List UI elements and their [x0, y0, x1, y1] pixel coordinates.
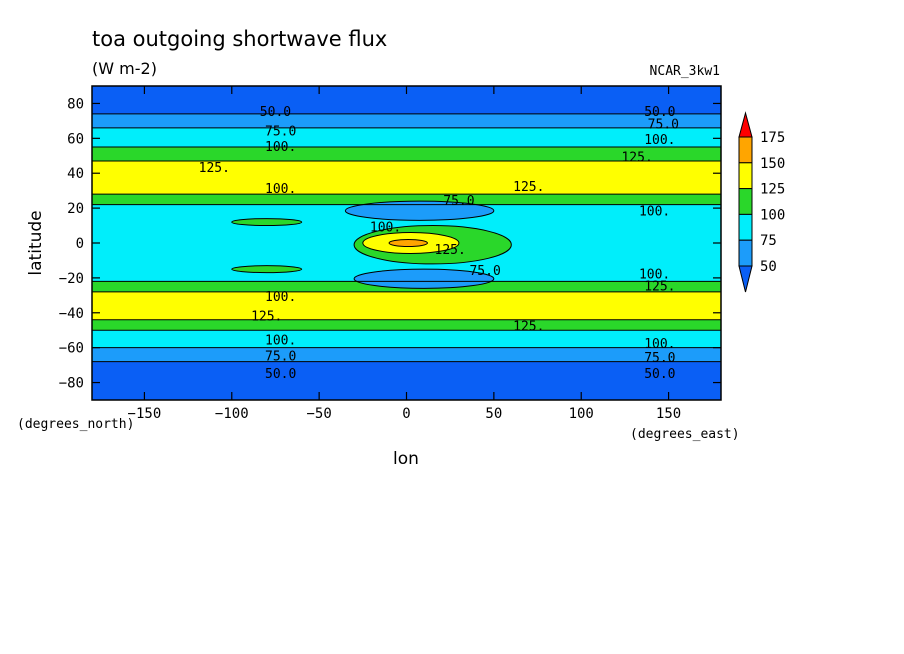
- colorbar-label: 125: [760, 182, 785, 198]
- y-tick-label: 0: [76, 236, 84, 252]
- contour-label: 100.: [370, 220, 401, 235]
- region-anomaly: [231, 265, 303, 274]
- contour-label: 100.: [265, 182, 296, 197]
- contour-label: 75.0: [265, 124, 296, 139]
- y-tick-label: −40: [59, 306, 84, 322]
- x-axis: −150 −100 −50 0 50 100 150: [128, 86, 681, 422]
- contour-label: 75.0: [265, 349, 296, 364]
- contour-label: 75.0: [648, 117, 679, 132]
- contour-label: 125.: [513, 320, 544, 335]
- contour-lines: [92, 85, 721, 363]
- y-axis: 80 60 40 20 0 −20 −40 −60 −80: [59, 96, 721, 392]
- region-anomaly: [344, 200, 495, 221]
- y-tick-label: 60: [67, 131, 84, 147]
- region-anomaly: [353, 268, 495, 289]
- chart-title: toa outgoing shortwave flux: [92, 27, 387, 51]
- contour-label: 75.0: [443, 194, 474, 209]
- x-tick-label: 100: [569, 406, 594, 422]
- contour-label: 125.: [251, 309, 282, 324]
- contour-label: 125.: [644, 280, 675, 295]
- colorbar: 50 75 100 125 150 175: [738, 111, 785, 293]
- contour-label: 75.0: [644, 351, 675, 366]
- y-units-label: (degrees_north): [17, 417, 134, 432]
- contour-label: 100.: [639, 205, 670, 220]
- contour-label: 75.0: [469, 264, 500, 279]
- contour-label: 50.0: [265, 367, 296, 382]
- x-tick-label: 50: [485, 406, 502, 422]
- x-tick-label: −150: [128, 406, 162, 422]
- contour-label: 125.: [199, 161, 230, 176]
- colorbar-top-arrow: [738, 111, 753, 138]
- contour-label: 100.: [644, 337, 675, 352]
- contour-label: 125.: [435, 243, 466, 258]
- zonal-band: [92, 147, 721, 162]
- zonal-band: [92, 347, 721, 362]
- chart-units: (W m-2): [92, 59, 157, 78]
- model-label: NCAR_3kw1: [650, 64, 720, 79]
- zonal-band: [92, 113, 721, 128]
- contour-label: 125.: [513, 180, 544, 195]
- y-tick-label: −20: [59, 271, 84, 287]
- colorbar-label: 150: [760, 156, 785, 172]
- region-anomaly: [388, 239, 428, 247]
- zonal-band: [92, 161, 721, 195]
- colorbar-label: 100: [760, 207, 785, 223]
- contour-label: 100.: [639, 267, 670, 282]
- colorbar-segment: [738, 239, 753, 267]
- y-tick-label: 80: [67, 96, 84, 112]
- zonal-band: [92, 194, 721, 205]
- x-tick-label: −50: [306, 406, 331, 422]
- colorbar-label: 75: [760, 233, 777, 249]
- zonal-band: [92, 330, 721, 348]
- colorbar-segment: [738, 136, 753, 164]
- contour-label: 125.: [621, 151, 652, 166]
- colorbar-label: 50: [760, 259, 777, 275]
- contour-label: 50.0: [644, 105, 675, 120]
- colorbar-segment: [738, 213, 753, 241]
- x-units-label: (degrees_east): [630, 427, 740, 442]
- contour-label: 100.: [644, 133, 675, 148]
- region-anomaly: [231, 218, 303, 227]
- contour-label: 100.: [265, 140, 296, 155]
- zonal-band: [92, 319, 721, 331]
- y-axis-label: latitude: [26, 210, 46, 275]
- zonal-band: [92, 291, 721, 320]
- y-tick-label: 20: [67, 201, 84, 217]
- zonal-band: [92, 127, 721, 148]
- y-tick-label: 40: [67, 166, 84, 182]
- colorbar-bottom-arrow: [738, 265, 753, 293]
- colorbar-segment: [738, 188, 753, 215]
- contour-label: 50.0: [644, 367, 675, 382]
- x-tick-label: 0: [402, 406, 410, 422]
- colorbar-label: 175: [760, 130, 785, 146]
- plot-fill: [92, 86, 721, 400]
- colorbar-segment: [738, 162, 753, 190]
- y-tick-label: −80: [59, 376, 84, 392]
- x-tick-label: −100: [215, 406, 249, 422]
- contour-label: 100.: [265, 334, 296, 349]
- contour-label: 50.0: [260, 105, 291, 120]
- y-tick-label: −60: [59, 341, 84, 357]
- x-tick-label: 150: [656, 406, 681, 422]
- x-axis-label: lon: [393, 449, 419, 469]
- contour-label: 100.: [265, 290, 296, 305]
